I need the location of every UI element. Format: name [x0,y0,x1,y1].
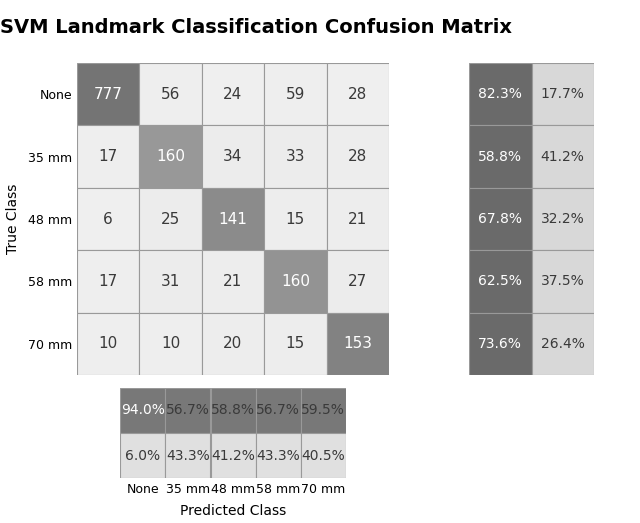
Bar [264,250,326,313]
Bar [469,188,531,250]
Text: 41.2%: 41.2% [541,150,584,164]
Text: 58.8%: 58.8% [478,150,522,164]
Text: 141: 141 [219,211,248,226]
Bar [77,126,140,188]
Text: 6.0%: 6.0% [125,449,161,462]
Text: 17: 17 [99,274,118,289]
Text: 58.8%: 58.8% [211,404,255,417]
Bar [202,188,264,250]
Bar [531,188,594,250]
Text: 67.8%: 67.8% [478,212,522,226]
Text: 21: 21 [223,274,243,289]
Bar [469,250,531,313]
Bar [202,126,264,188]
Bar [264,63,326,126]
Bar [77,63,140,126]
Text: 10: 10 [161,336,180,351]
Text: 56: 56 [161,87,180,101]
Text: 15: 15 [286,336,305,351]
Bar [264,126,326,188]
Text: 62.5%: 62.5% [478,275,522,288]
Bar [255,433,301,478]
Bar [264,313,326,375]
Text: 41.2%: 41.2% [211,449,255,462]
Bar [202,63,264,126]
Text: 34: 34 [223,149,243,164]
Text: 59: 59 [285,87,305,101]
Bar [140,250,202,313]
Text: 27: 27 [348,274,367,289]
Bar [255,388,301,433]
Text: 32.2%: 32.2% [541,212,584,226]
Bar [469,126,531,188]
Text: 40.5%: 40.5% [301,449,345,462]
Bar [120,388,166,433]
Bar [166,388,211,433]
Bar [531,63,594,126]
Bar [140,63,202,126]
Bar [77,313,140,375]
Text: 31: 31 [161,274,180,289]
Bar [140,126,202,188]
Text: 17: 17 [99,149,118,164]
Text: 28: 28 [348,149,367,164]
Text: 37.5%: 37.5% [541,275,584,288]
Text: 153: 153 [343,336,372,351]
Y-axis label: True Class: True Class [6,184,20,254]
Bar [140,313,202,375]
Text: 17.7%: 17.7% [541,87,584,101]
Text: SVM Landmark Classification Confusion Matrix: SVM Landmark Classification Confusion Ma… [0,18,512,37]
Bar [326,313,389,375]
Text: 20: 20 [223,336,243,351]
Text: 73.6%: 73.6% [478,337,522,351]
Text: 56.7%: 56.7% [256,404,300,417]
Bar [77,250,140,313]
Text: 43.3%: 43.3% [256,449,300,462]
Bar [264,188,326,250]
Text: 160: 160 [156,149,185,164]
Bar [326,250,389,313]
Text: 6: 6 [103,211,113,226]
Text: 160: 160 [281,274,310,289]
Bar [202,250,264,313]
Bar [301,433,346,478]
Text: 21: 21 [348,211,367,226]
Text: 56.7%: 56.7% [166,404,210,417]
Text: 59.5%: 59.5% [301,404,345,417]
Bar [211,388,255,433]
Bar [166,433,211,478]
Bar [77,188,140,250]
Bar [301,388,346,433]
Bar [469,313,531,375]
Text: 15: 15 [286,211,305,226]
Text: 25: 25 [161,211,180,226]
Text: 28: 28 [348,87,367,101]
Text: 777: 777 [94,87,123,101]
Text: 82.3%: 82.3% [478,87,522,101]
Bar [202,313,264,375]
X-axis label: Predicted Class: Predicted Class [180,504,286,518]
Text: 24: 24 [223,87,243,101]
Bar [531,313,594,375]
Bar [326,188,389,250]
Bar [120,433,166,478]
Bar [531,250,594,313]
Text: 10: 10 [99,336,118,351]
Bar [469,63,531,126]
Bar [326,126,389,188]
Text: 33: 33 [285,149,305,164]
Text: 94.0%: 94.0% [121,404,165,417]
Bar [140,188,202,250]
Text: 43.3%: 43.3% [166,449,210,462]
Bar [326,63,389,126]
Text: 26.4%: 26.4% [541,337,584,351]
Bar [531,126,594,188]
Bar [211,433,255,478]
